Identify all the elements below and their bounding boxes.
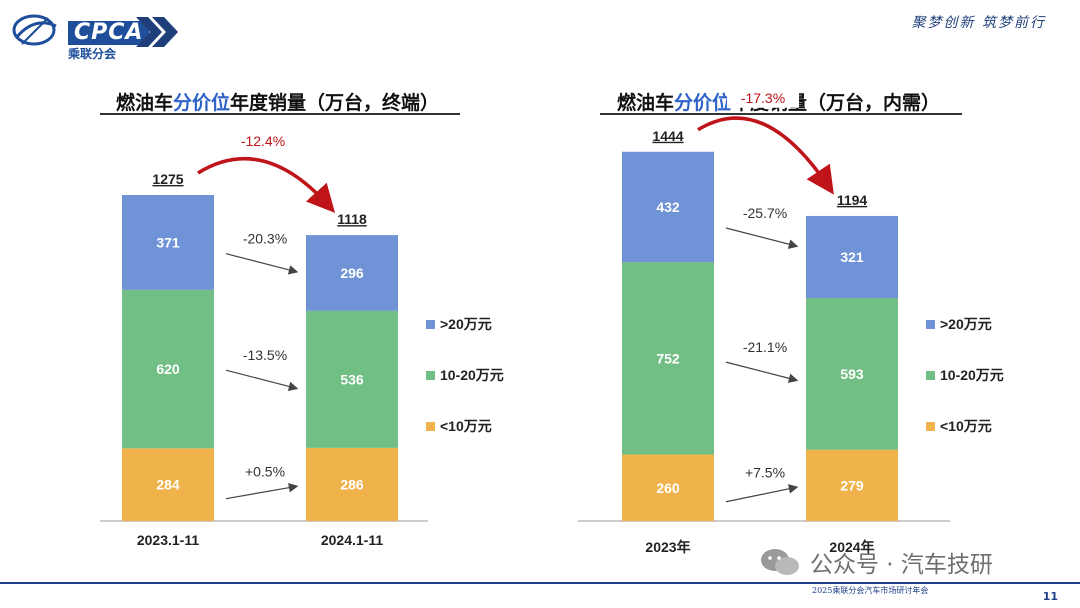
logo-subtext: 乘联分会 (68, 47, 117, 61)
chart-title-left-highlight: 分价位 (173, 92, 231, 114)
bar-segment-left (306, 235, 398, 311)
legend-label: >20万元 (940, 316, 992, 332)
total-change-arrow (697, 116, 834, 195)
cpca-logo: CPCA 乘联分会 (8, 8, 188, 61)
segment-change-label: +0.5% (245, 463, 285, 479)
bar-segment-right (622, 262, 714, 455)
bar-value-label: 284 (156, 477, 180, 493)
footer-rule (0, 582, 1080, 584)
bar-total-label: 1118 (337, 211, 367, 227)
title-rule-left (100, 113, 460, 115)
legend-swatch (926, 422, 935, 431)
chart-title-left-post: 年度销量（万台，终端） (230, 92, 440, 114)
footer-event-text: 2025乘联分会汽车市场研讨年会 (812, 586, 929, 595)
bar-total-label: 1444 (652, 128, 683, 144)
change-arrow (725, 484, 799, 503)
total-change-label-bg (227, 130, 299, 151)
chevron-right-icon (136, 17, 178, 47)
wechat-icon (761, 549, 799, 575)
bar-total-label: 1194 (837, 192, 868, 208)
bar-value-label: 536 (340, 371, 364, 387)
title-rule-right (600, 113, 962, 115)
legend-swatch (926, 371, 935, 380)
bar-segment-right (806, 298, 898, 450)
bar-segment-left (122, 448, 214, 521)
watermark: 公众号 · 汽车技研 (758, 540, 993, 584)
bar-value-label: 620 (156, 361, 180, 377)
bar-value-label: 432 (656, 199, 680, 215)
total-change-label: -17.3% (741, 90, 785, 106)
change-arrow (225, 369, 299, 392)
bar-segment-right (622, 454, 714, 521)
segment-change-label: -21.1% (743, 339, 787, 355)
watermark-text: 公众号 · 汽车技研 (810, 552, 993, 578)
segment-change-label: -20.3% (243, 231, 287, 247)
chart-title-right-pre: 燃油车 (617, 92, 675, 114)
total-change-label-bg (727, 87, 799, 108)
bar-value-label: 260 (656, 480, 680, 496)
bar-value-label: 371 (156, 234, 180, 250)
segment-change-label: -13.5% (243, 347, 287, 363)
bar-segment-right (806, 215, 898, 299)
x-tick-label: 2024年 (829, 539, 874, 555)
bar-value-label: 286 (340, 476, 364, 492)
slogan: 聚梦创新 筑梦前行 (911, 15, 1046, 31)
legend-swatch (426, 320, 435, 329)
bar-segment-left (122, 194, 214, 290)
segment-change-label: -25.7% (743, 205, 787, 221)
legend-label: 10-20万元 (440, 367, 504, 383)
chart-title-left-pre: 燃油车 (116, 92, 174, 114)
total-change-arrow (197, 157, 336, 213)
x-tick-label: 2023年 (645, 539, 690, 555)
total-change-label: -12.4% (241, 133, 285, 149)
bar-segment-left (306, 447, 398, 521)
chart-title-right: 燃油车分价位年度销量（万台，内需） (617, 88, 940, 115)
bar-value-label: 752 (656, 350, 680, 366)
bar-segment-right (806, 449, 898, 521)
chart-title-left: 燃油车分价位年度销量（万台，终端） (116, 88, 439, 115)
bar-value-label: 321 (840, 249, 864, 265)
legend-swatch (926, 320, 935, 329)
change-arrow (225, 482, 299, 500)
x-tick-label: 2023.1-11 (137, 532, 199, 548)
segment-change-label: +7.5% (745, 464, 785, 480)
chart-title-right-highlight: 分价位 (674, 92, 732, 114)
legend-swatch (426, 371, 435, 380)
bar-value-label: 296 (340, 265, 364, 281)
logo-text: CPCA (68, 21, 150, 45)
change-arrow (725, 361, 799, 383)
bar-segment-right (622, 151, 714, 263)
legend-label: <10万元 (440, 418, 492, 434)
bar-segment-left (306, 310, 398, 448)
change-arrow (725, 227, 799, 249)
bar-value-label: 593 (840, 366, 864, 382)
bar-total-label: 1275 (152, 171, 183, 187)
page-number: 11 (1042, 590, 1058, 603)
legend-swatch (426, 422, 435, 431)
x-tick-label: 2024.1-11 (321, 532, 383, 548)
legend-label: 10-20万元 (940, 367, 1004, 383)
bar-value-label: 279 (840, 477, 864, 493)
cpca-globe-icon (12, 14, 57, 46)
change-arrow (225, 253, 299, 275)
legend-label: >20万元 (440, 316, 492, 332)
bar-segment-left (122, 289, 214, 449)
legend-label: <10万元 (940, 418, 992, 434)
